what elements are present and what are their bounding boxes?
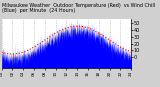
Text: Milwaukee Weather  Outdoor Temperature (Red)  vs Wind Chill (Blue)  per Minute  : Milwaukee Weather Outdoor Temperature (R… xyxy=(2,3,155,13)
